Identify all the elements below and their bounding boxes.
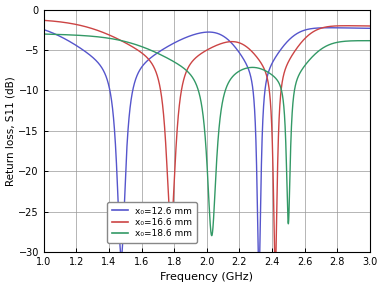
Y-axis label: Return loss, S11 (dB): Return loss, S11 (dB) — [6, 76, 16, 186]
X-axis label: Frequency (GHz): Frequency (GHz) — [160, 272, 253, 283]
Legend: x₀=12.6 mm, x₀=16.6 mm, x₀=18.6 mm: x₀=12.6 mm, x₀=16.6 mm, x₀=18.6 mm — [107, 202, 196, 243]
